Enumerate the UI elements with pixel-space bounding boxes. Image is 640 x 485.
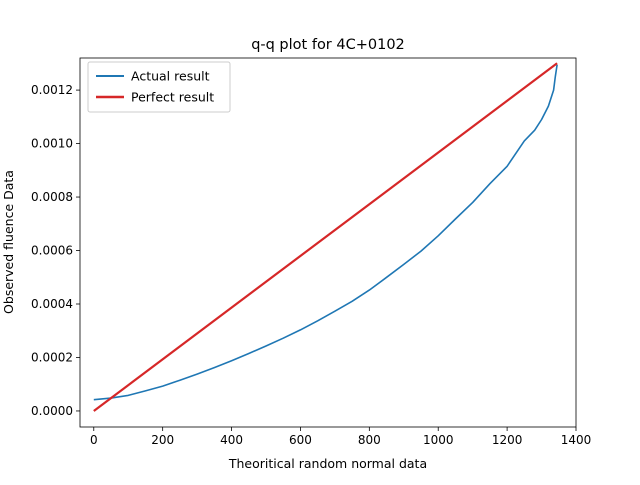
y-tick-label: 0.0008 (31, 190, 73, 204)
y-tick-label: 0.0006 (31, 244, 73, 258)
y-tick-label: 0.0012 (31, 83, 73, 97)
x-axis-label: Theoritical random normal data (228, 456, 427, 471)
series-line-actual (93, 64, 558, 401)
legend-label-perfect: Perfect result (131, 90, 214, 105)
y-tick-label: 0.0004 (31, 297, 73, 311)
x-tick-label: 800 (358, 433, 381, 447)
x-tick-label: 1000 (423, 433, 454, 447)
legend-label-actual: Actual result (131, 69, 210, 84)
y-axis-label: Observed fluence Data (1, 170, 16, 314)
x-tick-label: 400 (220, 433, 243, 447)
plot-frame (79, 57, 577, 428)
series-line-perfect (93, 62, 558, 412)
x-tick-label: 1200 (492, 433, 523, 447)
y-tick-label: 0.0010 (31, 137, 73, 151)
x-tick-label: 0 (90, 433, 98, 447)
legend-box (87, 61, 231, 113)
x-tick-label: 200 (151, 433, 174, 447)
y-tick-label: 0.0002 (31, 350, 73, 364)
x-tick-label: 1400 (561, 433, 592, 447)
x-tick-label: 600 (289, 433, 312, 447)
chart-title: q-q plot for 4C+0102 (251, 37, 405, 53)
plot-area: 0 200 400 600 800 1000 1200 1400 0.0000 0.0002 0.0… (31, 57, 592, 447)
y-tick-label: 0.0000 (31, 404, 73, 418)
legend: Actual result Perfect result (87, 61, 231, 113)
